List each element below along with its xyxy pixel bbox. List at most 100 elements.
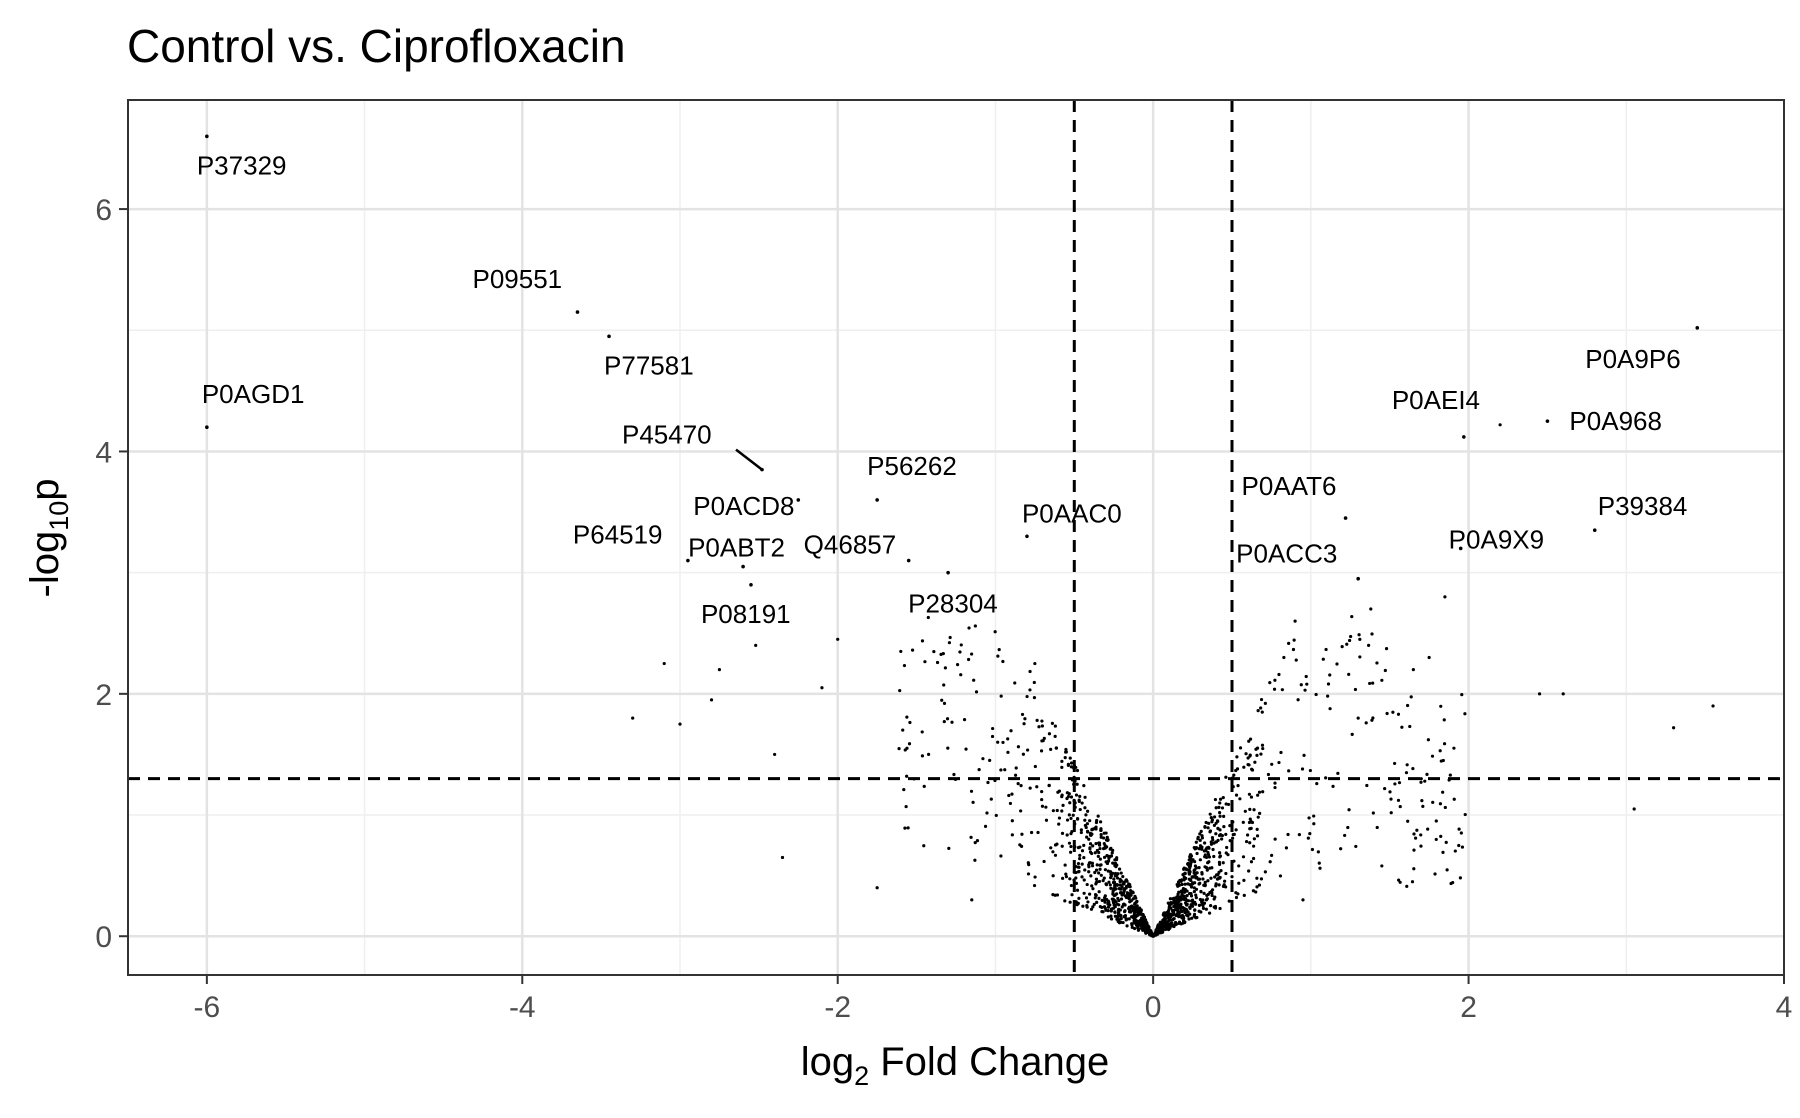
data-point: [1094, 877, 1099, 881]
data-point: [1207, 911, 1212, 915]
data-point: [1174, 899, 1178, 904]
data-point: [1224, 832, 1228, 836]
data-point: [1234, 895, 1239, 900]
data-point: [1249, 826, 1253, 830]
data-point: [1044, 805, 1048, 809]
data-point: [1438, 749, 1442, 753]
data-point: [1200, 872, 1204, 876]
data-point: [1106, 838, 1110, 842]
data-point: [1185, 889, 1189, 893]
data-point: [947, 846, 951, 851]
data-point: [1187, 858, 1191, 862]
data-point: [1056, 790, 1060, 794]
data-point: [1371, 681, 1375, 685]
data-point: [1369, 607, 1373, 611]
data-point: [996, 654, 1000, 658]
data-point: [1159, 929, 1163, 933]
data-point: [1083, 868, 1087, 872]
data-point: [1090, 827, 1094, 831]
data-point: [1444, 840, 1448, 844]
data-point: [1013, 681, 1017, 685]
data-point: [1340, 645, 1344, 649]
data-point: [1088, 847, 1092, 851]
y-tick-label: 4: [95, 436, 112, 469]
point-label: P45470: [622, 420, 712, 450]
data-point: [1203, 880, 1207, 884]
data-point: [950, 720, 954, 724]
data-point: [1198, 858, 1202, 862]
data-point: [1139, 922, 1143, 926]
data-point: [1193, 873, 1197, 877]
data-point: [1060, 844, 1064, 848]
data-point: [1312, 822, 1316, 826]
data-point: [1336, 771, 1340, 775]
data-point: [1075, 768, 1080, 773]
data-point: [1068, 877, 1072, 881]
data-point: [1324, 647, 1328, 652]
data-point: [927, 752, 931, 757]
data-point: [1119, 897, 1124, 901]
data-point: [1115, 873, 1119, 877]
data-point: [1112, 893, 1116, 898]
data-point: [1203, 883, 1207, 887]
point-labels: P37329 P09551 P77581 P0AGD1 P45470 P0ACD8 P562…: [197, 150, 1688, 628]
data-point: [1083, 806, 1087, 810]
y-tick-label: 0: [95, 921, 112, 954]
data-point: [1109, 917, 1114, 921]
data-point: [1099, 873, 1103, 877]
data-point: [1047, 783, 1051, 787]
data-point: [1194, 902, 1198, 906]
data-point: [1224, 851, 1228, 855]
data-point: [1112, 877, 1116, 881]
data-point: [754, 643, 758, 647]
data-point: [1095, 900, 1099, 904]
data-point: [1273, 785, 1277, 790]
data-point: [1077, 799, 1081, 803]
data-point: [1102, 841, 1106, 846]
data-point: [1110, 851, 1114, 855]
data-point: [1113, 884, 1117, 888]
data-point: [1126, 884, 1131, 888]
data-point: [1099, 835, 1103, 839]
data-point: [1068, 756, 1072, 760]
data-point: [1094, 868, 1099, 872]
data-point: [1175, 896, 1179, 900]
data-point: [1109, 907, 1114, 911]
data-point: [1124, 895, 1128, 900]
data-point: [1180, 889, 1184, 893]
data-point: [1339, 847, 1343, 851]
data-point: [1241, 820, 1245, 824]
data-point: [1217, 883, 1221, 887]
data-point: [1279, 750, 1283, 755]
data-point: [1142, 918, 1146, 922]
data-point: [1400, 725, 1404, 729]
data-point: [1358, 637, 1362, 641]
data-point: [1082, 891, 1086, 895]
data-point: [1375, 661, 1379, 665]
data-point: [1186, 899, 1191, 903]
data-point: [1088, 833, 1093, 837]
data-point: [1064, 875, 1069, 879]
data-point: [952, 772, 956, 777]
data-point: [1189, 891, 1193, 896]
data-point: [1205, 897, 1209, 901]
data-point: [899, 649, 903, 654]
data-point: [1069, 832, 1073, 836]
data-point: [1218, 906, 1222, 911]
data-point: [1443, 595, 1447, 599]
data-point: [941, 652, 945, 656]
data-point: [1080, 849, 1085, 853]
data-point: [1405, 763, 1409, 767]
data-point: [1255, 876, 1259, 880]
data-point: [1040, 797, 1044, 802]
labeled-data-point: [946, 570, 950, 575]
data-point: [1189, 860, 1193, 864]
data-point: [1193, 868, 1197, 872]
data-point: [1293, 619, 1297, 623]
data-point: [955, 663, 960, 667]
data-point: [1248, 737, 1253, 741]
data-point: [988, 758, 992, 763]
data-point: [1033, 764, 1037, 769]
data-point: [897, 747, 901, 751]
data-point: [1204, 866, 1209, 870]
